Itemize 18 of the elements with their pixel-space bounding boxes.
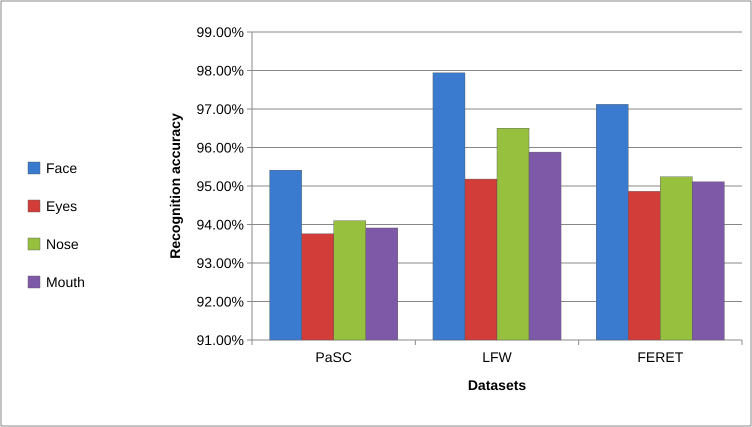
y-tick-label: 99.00% xyxy=(196,24,244,40)
y-tick-label: 98.00% xyxy=(196,62,244,78)
legend-label: Eyes xyxy=(46,198,78,214)
legend-label: Face xyxy=(46,160,78,176)
y-axis-title: Recognition accuracy xyxy=(167,113,183,259)
y-tick-label: 97.00% xyxy=(196,100,244,117)
y-tick-label: 96.00% xyxy=(196,139,244,156)
legend-label: Nose xyxy=(46,236,79,252)
y-tick-label: 95.00% xyxy=(196,178,244,194)
y-tick-label: 94.00% xyxy=(196,216,244,232)
y-tick-label: 91.00% xyxy=(196,332,244,348)
x-tick-label: FERET xyxy=(637,349,684,365)
x-tick-label: PaSC xyxy=(315,349,352,365)
x-axis-title: Datasets xyxy=(468,377,526,393)
y-tick-label: 92.00% xyxy=(196,293,244,310)
x-tick-label: LFW xyxy=(482,349,513,365)
y-tick-label: 93.00% xyxy=(196,254,244,271)
legend-label: Mouth xyxy=(46,274,85,290)
